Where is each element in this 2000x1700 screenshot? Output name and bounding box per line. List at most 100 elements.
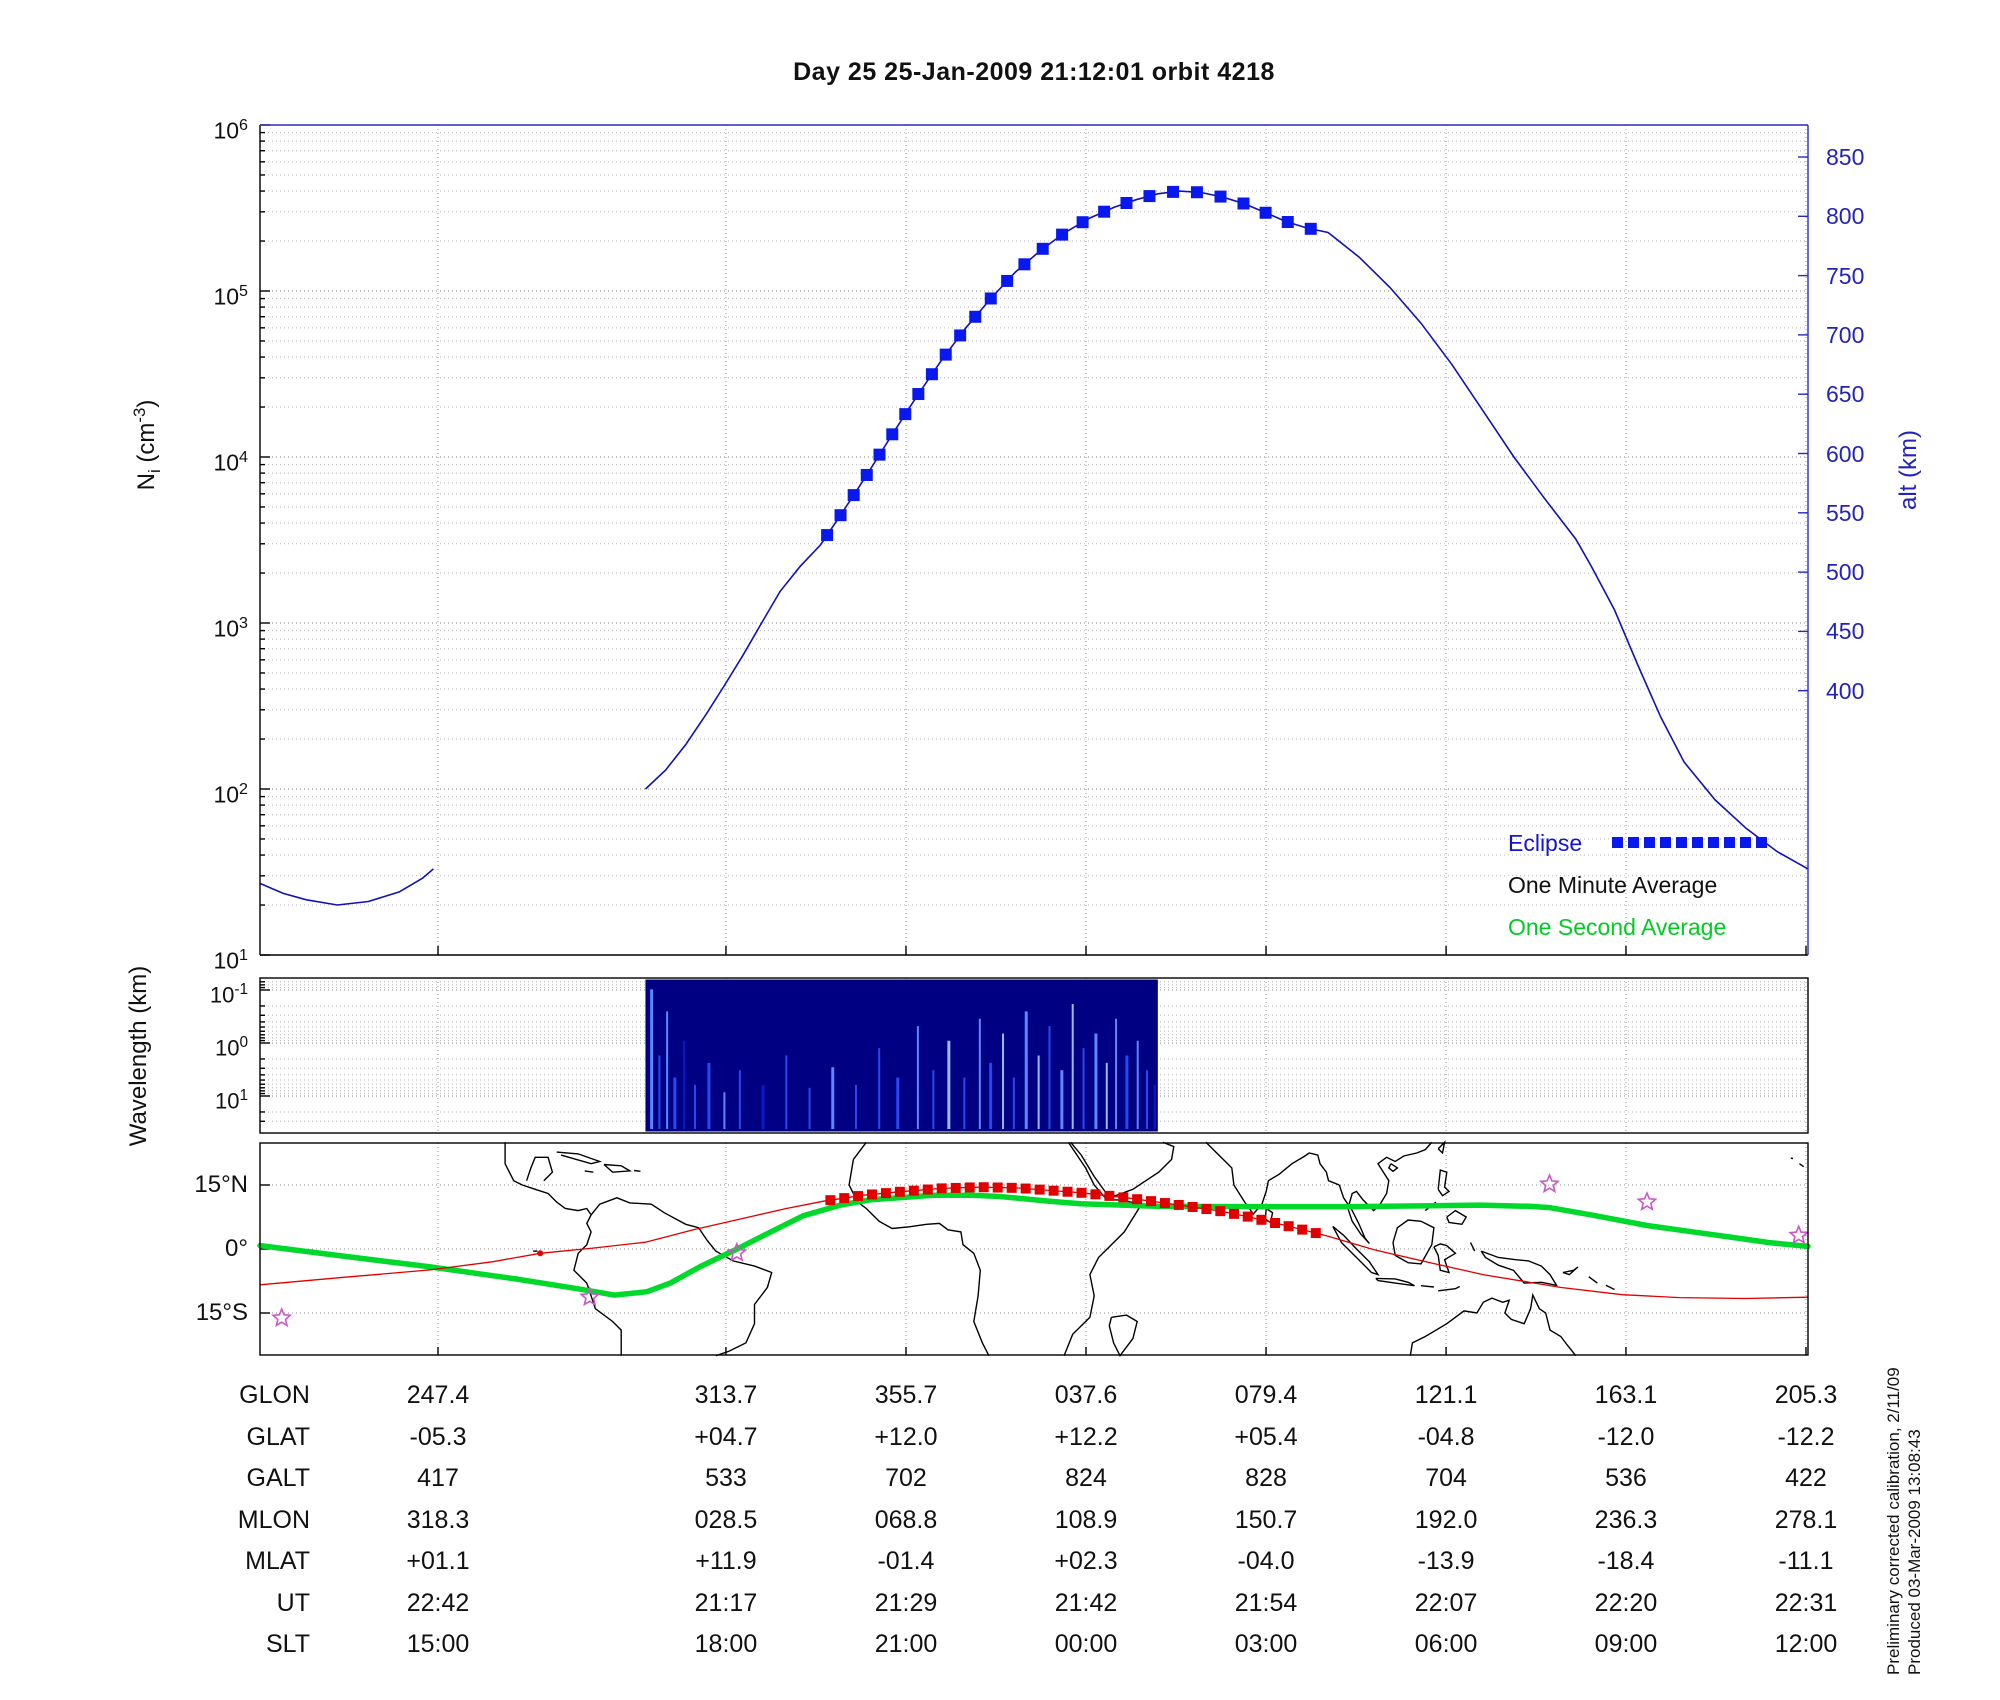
table-row-label-mlat: MLAT <box>245 1547 310 1575</box>
ni-tick-label: 101 <box>213 946 248 974</box>
eclipse-marker <box>1056 228 1069 241</box>
table-cell-mlat-3: +02.3 <box>1054 1547 1118 1575</box>
alt-tick-label: 550 <box>1826 499 1865 526</box>
eclipse-marker <box>1001 274 1014 287</box>
eclipse-marker <box>1167 185 1180 198</box>
alt-tick-label: 400 <box>1826 677 1865 704</box>
eclipse-track-marker <box>950 1182 961 1193</box>
panel-frame <box>259 977 1809 1134</box>
eclipse-legend-square <box>1644 837 1655 848</box>
coastline <box>1437 1169 1451 1197</box>
eclipse-marker <box>873 448 886 461</box>
eclipse-track-marker <box>908 1185 919 1196</box>
table-cell-mlat-6: -18.4 <box>1597 1547 1655 1575</box>
eclipse-marker <box>834 509 847 522</box>
table-cell-ut-4: 21:54 <box>1234 1588 1298 1617</box>
table-cell-glat-4: +05.4 <box>1234 1422 1298 1451</box>
eclipse-track-marker <box>1256 1214 1267 1225</box>
table-cell-glat-6: -12.0 <box>1597 1422 1655 1451</box>
eclipse-track-marker <box>1270 1218 1281 1229</box>
table-cell-ut-3: 21:42 <box>1054 1588 1118 1617</box>
alt-tick-label: 600 <box>1826 440 1865 467</box>
eclipse-marker <box>1098 205 1111 218</box>
eclipse-marker <box>1143 190 1156 203</box>
eclipse-marker <box>1190 186 1203 199</box>
table-cell-mlat-0: +01.1 <box>406 1547 470 1575</box>
table-cell-ut-0: 22:42 <box>406 1588 470 1617</box>
coastline <box>1562 1266 1579 1276</box>
table-cell-glat-7: -12.2 <box>1777 1422 1835 1451</box>
coastline <box>1387 1163 1399 1173</box>
eclipse-track-marker <box>1242 1211 1253 1222</box>
coastline <box>525 1156 554 1182</box>
table-cell-galt-1: 533 <box>705 1464 747 1492</box>
eclipse-marker <box>984 292 997 305</box>
coastline <box>590 1197 773 1357</box>
eclipse-marker <box>1120 197 1133 210</box>
eclipse-track-marker <box>839 1193 850 1204</box>
lat-tick-label: 15°N <box>194 1171 248 1198</box>
table-cell-ut-5: 22:07 <box>1414 1588 1478 1617</box>
alt-tick-label: 850 <box>1826 144 1865 170</box>
table-cell-mlon-6: 236.3 <box>1594 1505 1658 1534</box>
footer-line-1: Preliminary corrected calibration, 2/11/… <box>1884 1367 1903 1675</box>
table-cell-glat-5: -04.8 <box>1417 1422 1475 1451</box>
legend-one-second-average: One Second Average <box>1508 914 1727 940</box>
coastline <box>1392 1219 1435 1265</box>
eclipse-marker <box>925 368 938 381</box>
coastline <box>603 1163 633 1173</box>
coastline <box>1409 1292 1577 1357</box>
ni-tick-label: 102 <box>213 780 248 808</box>
eclipse-track-marker <box>1215 1206 1226 1217</box>
table-cell-slt-7: 12:00 <box>1774 1630 1838 1658</box>
table-cell-mlat-5: -13.9 <box>1417 1547 1475 1575</box>
one-minute-average-curve <box>644 190 1809 870</box>
eclipse-legend-marker <box>1612 837 1777 849</box>
table-cell-glon-2: 355.7 <box>874 1381 938 1409</box>
eclipse-track-marker <box>1283 1221 1294 1232</box>
eclipse-legend-square <box>1692 837 1703 848</box>
eclipse-track-marker <box>1297 1224 1308 1235</box>
eclipse-track-marker <box>1146 1196 1157 1207</box>
eclipse-legend-square <box>1628 837 1639 848</box>
eclipse-track-marker <box>1229 1208 1240 1219</box>
eclipse-marker <box>1259 206 1272 219</box>
table-cell-mlon-4: 150.7 <box>1234 1505 1298 1534</box>
table-cell-slt-2: 21:00 <box>874 1630 938 1658</box>
eclipse-legend-square <box>1756 837 1767 848</box>
page-title: Day 25 25-Jan-2009 21:12:01 orbit 4218 <box>793 58 1275 86</box>
ni-tick-label: 106 <box>213 116 248 144</box>
wavelength-tick-label: 10-1 <box>209 981 248 1008</box>
eclipse-track-marker <box>1076 1187 1087 1198</box>
table-cell-galt-6: 536 <box>1605 1464 1647 1492</box>
eclipse-track-marker <box>880 1188 891 1199</box>
eclipse-track-marker <box>894 1186 905 1197</box>
spectrogram-data-block <box>645 979 1158 1132</box>
table-row-label-ut: UT <box>276 1588 310 1617</box>
table-cell-slt-4: 03:00 <box>1234 1630 1298 1658</box>
eclipse-track-marker <box>1173 1199 1184 1210</box>
coastline <box>1338 1141 1433 1244</box>
wavelength-tick-label: 100 <box>214 1034 248 1061</box>
coastline <box>556 1151 603 1165</box>
eclipse-track-marker <box>1310 1228 1321 1239</box>
star-marker <box>271 1307 293 1328</box>
coastline <box>1375 1277 1415 1287</box>
eclipse-marker <box>860 468 873 481</box>
eclipse-track-marker <box>1062 1186 1073 1197</box>
eclipse-track-marker <box>825 1195 836 1206</box>
table-cell-galt-3: 824 <box>1065 1464 1107 1492</box>
table-cell-mlon-7: 278.1 <box>1774 1505 1838 1534</box>
alt-tick-label: 500 <box>1826 559 1865 586</box>
table-cell-ut-2: 21:29 <box>874 1588 938 1617</box>
coastline <box>1480 1250 1558 1287</box>
alt-tick-label: 450 <box>1826 618 1865 645</box>
eclipse-track-marker <box>1034 1184 1045 1195</box>
table-cell-mlat-4: -04.0 <box>1237 1547 1295 1575</box>
table-cell-glat-3: +12.2 <box>1054 1422 1118 1451</box>
table-cell-glon-4: 079.4 <box>1234 1381 1298 1409</box>
legend-one-minute-average: One Minute Average <box>1508 872 1718 898</box>
eclipse-track-marker <box>1132 1194 1143 1205</box>
coastline <box>1108 1314 1139 1358</box>
